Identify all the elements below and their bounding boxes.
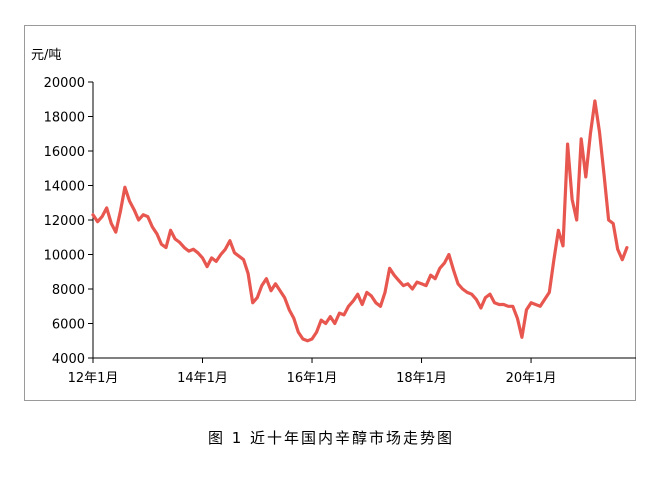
y-tick-label: 18000 [44, 111, 85, 126]
series-layer [91, 99, 629, 343]
y-axis-ticks: 4000 6000 8000 10000 12000 14000 16000 18000 200… [44, 76, 93, 367]
x-tick-label: 16年1月 [287, 371, 338, 386]
y-tick-label: 4000 [52, 352, 85, 367]
y-tick-label: 6000 [52, 318, 85, 333]
y-tick-label: 8000 [52, 283, 85, 298]
y-tick-label: 12000 [44, 214, 85, 229]
y-tick-label: 16000 [44, 145, 85, 160]
y-tick-label: 14000 [44, 180, 85, 195]
line-chart: 元/吨 4000 6000 8000 10000 12000 14000 16000 1800… [31, 48, 636, 386]
y-tick-label: 10000 [44, 249, 85, 264]
x-tick-label: 14年1月 [177, 371, 228, 386]
x-tick-label: 12年1月 [68, 371, 119, 386]
chart-frame: 元/吨 4000 6000 8000 10000 12000 14000 16000 1800… [24, 25, 636, 401]
x-tick-label: 20年1月 [506, 371, 557, 386]
x-tick-label: 18年1月 [396, 371, 447, 386]
figure-caption: 图 1 近十年国内辛醇市场走势图 [207, 429, 455, 447]
price-series-line [91, 99, 629, 343]
y-tick-label: 20000 [44, 76, 85, 91]
x-axis-ticks: 12年1月 14年1月 16年1月 18年1月 20年1月 [68, 358, 557, 386]
y-axis-unit-label: 元/吨 [31, 48, 61, 63]
axes [92, 82, 636, 359]
